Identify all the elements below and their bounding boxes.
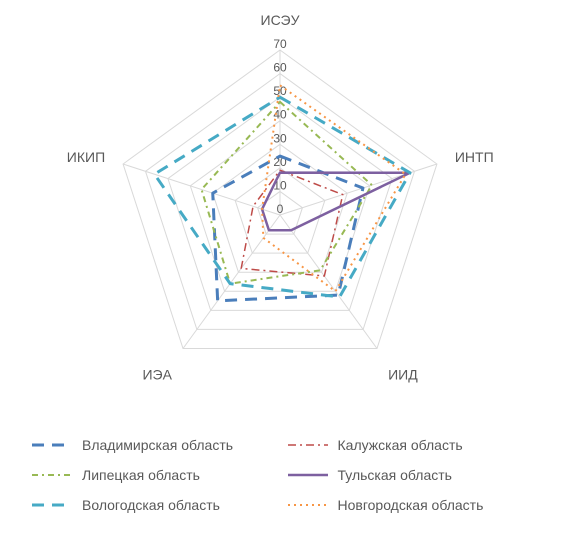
legend-item: Липецкая область — [30, 460, 286, 490]
radar-chart: 010203040506070ИСЭУИНТПИИДИЭАИКИП — [0, 0, 571, 420]
legend-item: Владимирская область — [30, 430, 286, 460]
axis-label: ИНТП — [455, 149, 494, 165]
grid-spoke — [280, 215, 377, 348]
legend-item: Новгородская область — [286, 490, 542, 520]
legend: Владимирская область Калужская область Лип… — [30, 430, 541, 520]
legend-swatch — [30, 435, 74, 455]
grid-spoke — [123, 164, 280, 215]
tick-label: 70 — [273, 37, 287, 51]
legend-item: Вологодская область — [30, 490, 286, 520]
legend-label: Вологодская область — [82, 497, 220, 513]
legend-label: Новгородская область — [338, 497, 484, 513]
legend-item: Тульская область — [286, 460, 542, 490]
axis-label: ИЭА — [142, 367, 172, 383]
legend-swatch — [30, 465, 74, 485]
series-line — [154, 97, 410, 297]
legend-item: Калужская область — [286, 430, 542, 460]
series-line — [213, 156, 363, 301]
legend-label: Калужская область — [338, 437, 463, 453]
axis-label: ИКИП — [67, 149, 105, 165]
legend-label: Тульская область — [338, 467, 452, 483]
axis-label: ИИД — [388, 367, 418, 383]
axis-label: ИСЭУ — [261, 12, 300, 28]
legend-swatch — [30, 495, 74, 515]
legend-swatch — [286, 465, 330, 485]
tick-label: 60 — [273, 61, 287, 75]
legend-swatch — [286, 495, 330, 515]
tick-label: 0 — [277, 202, 284, 216]
tick-label: 30 — [273, 131, 287, 145]
legend-label: Липецкая область — [82, 467, 200, 483]
legend-swatch — [286, 435, 330, 455]
radar-chart-figure: 010203040506070ИСЭУИНТПИИДИЭАИКИП Владим… — [0, 0, 571, 538]
legend-label: Владимирская область — [82, 437, 233, 453]
